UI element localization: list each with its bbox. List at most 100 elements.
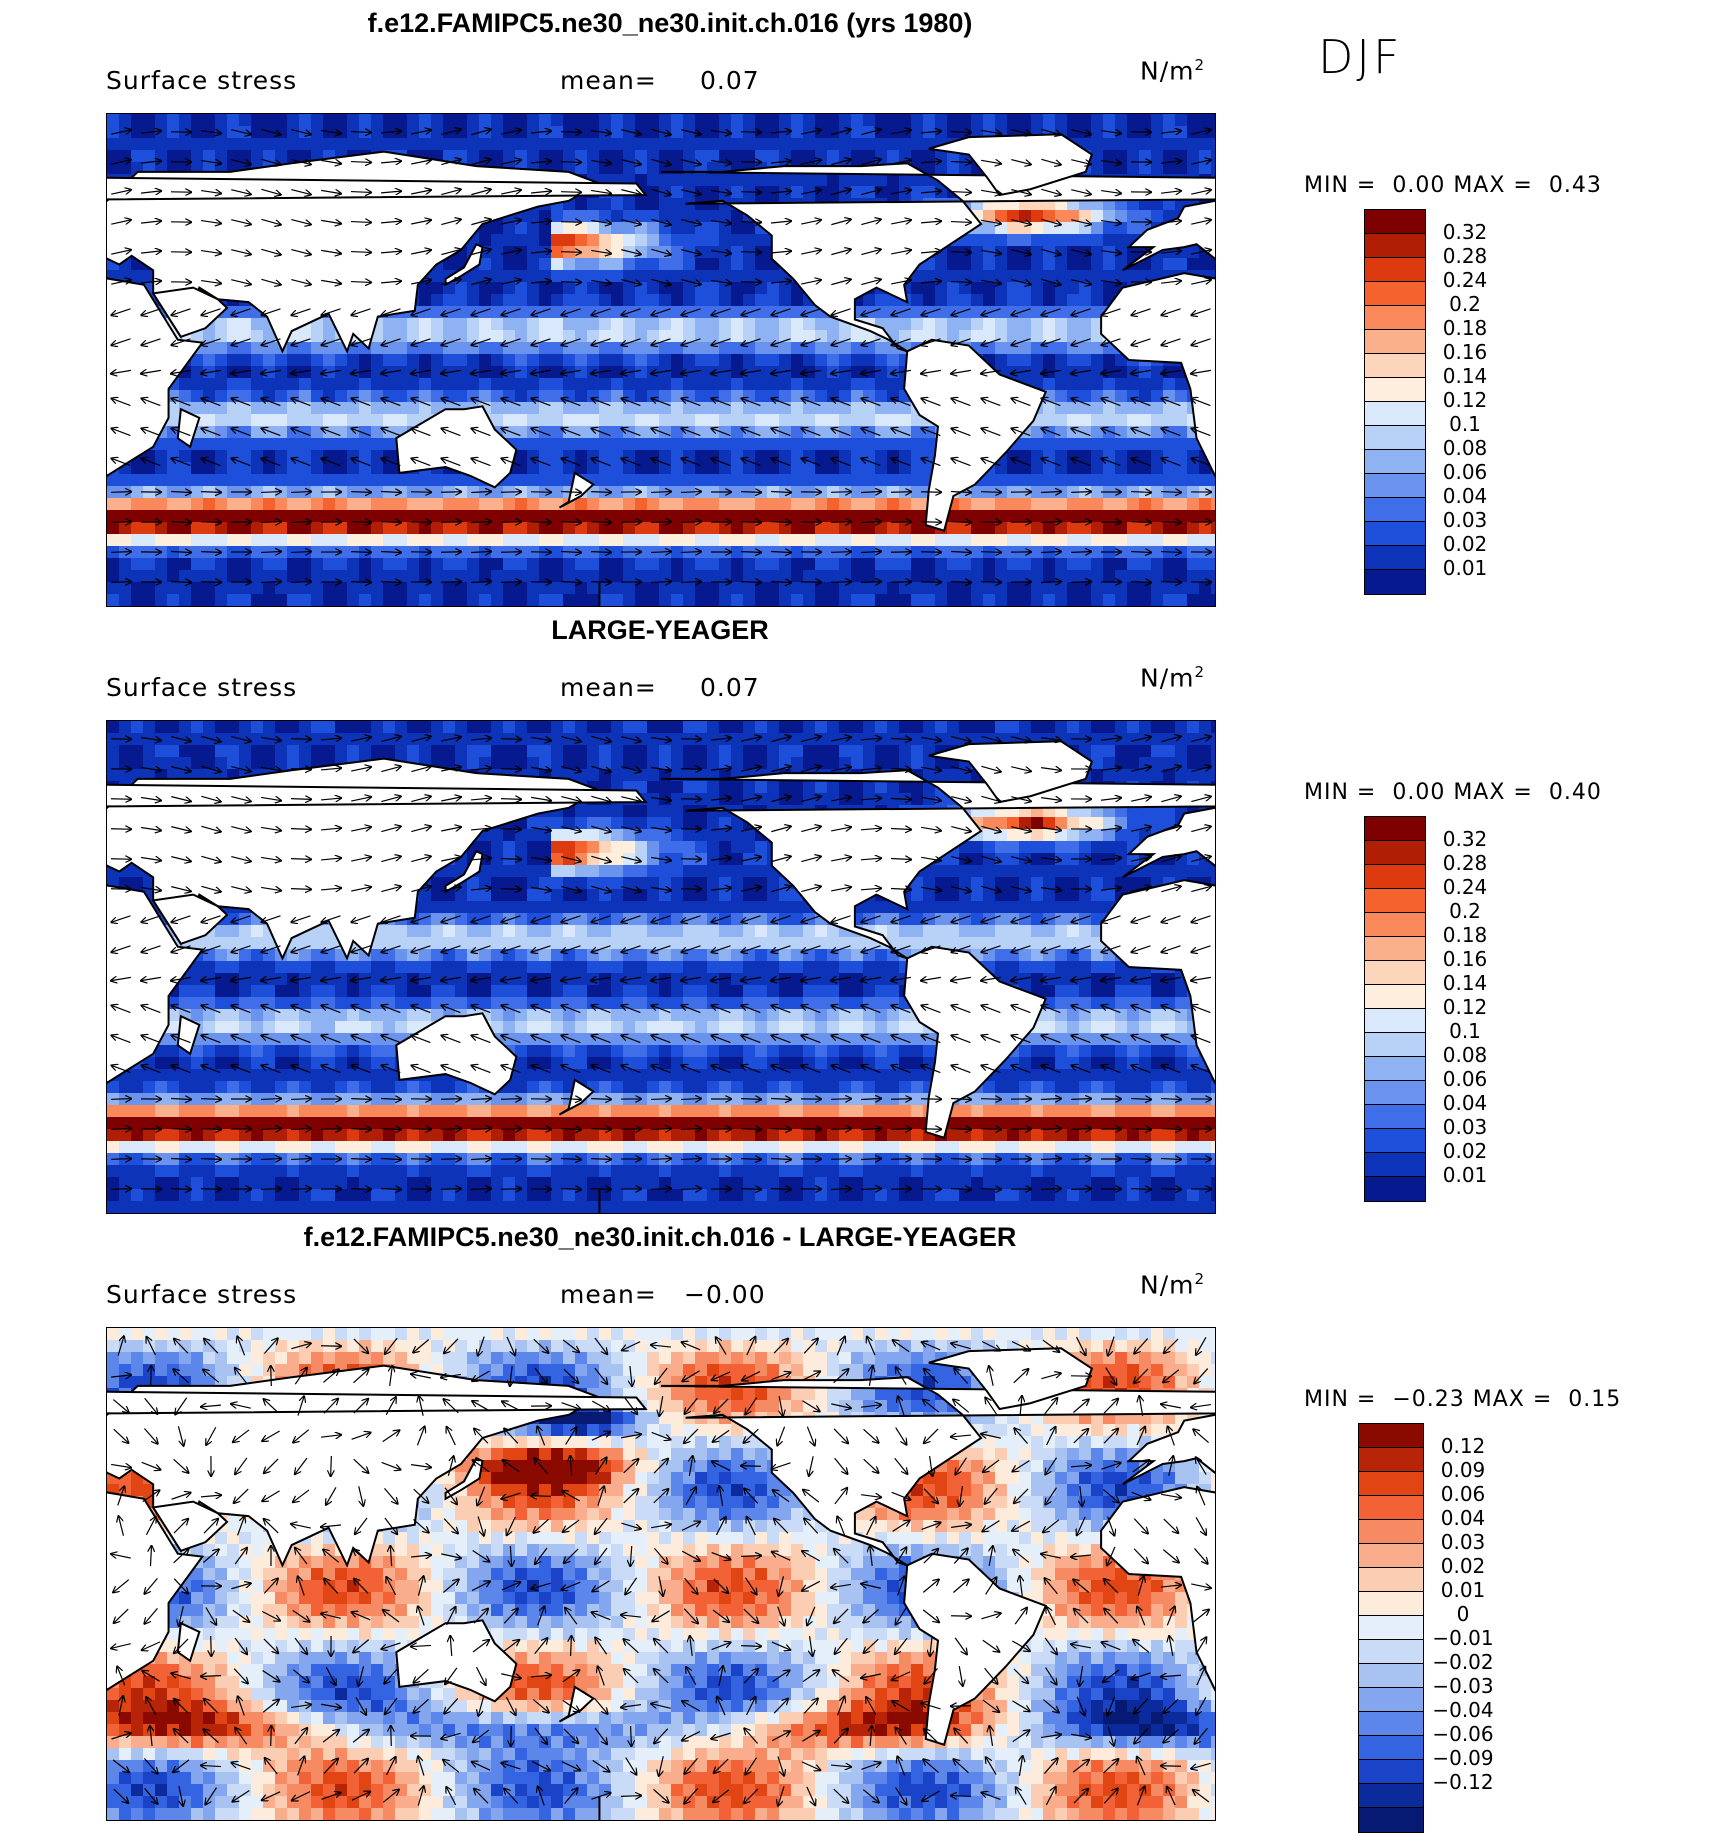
colorbar-swatch [1359, 1568, 1423, 1592]
vector-arrow [981, 1189, 1001, 1190]
vector-arrow [201, 1129, 221, 1130]
colorbar-swatch [1365, 210, 1425, 234]
vector-arrow [441, 1129, 461, 1130]
vector-arrow [591, 582, 611, 583]
vector-arrow [741, 1556, 761, 1557]
vector-arrow [561, 192, 581, 193]
vector-arrow [291, 739, 311, 740]
world-map [106, 113, 1216, 607]
colorbar-swatch [1359, 1808, 1423, 1832]
colorbar-swatch [1365, 1033, 1425, 1057]
vector-arrow [741, 492, 761, 493]
vector-arrow [981, 1129, 1001, 1130]
vector-arrow [201, 492, 221, 493]
vector-arrow [351, 1129, 371, 1130]
max-value: 0.43 [1549, 173, 1602, 198]
colorbar-tick-label: 0.02 [1430, 1139, 1500, 1163]
min-label: MIN = [1304, 173, 1376, 198]
vector-arrow [571, 1636, 572, 1656]
vector-arrow [391, 1726, 392, 1746]
vector-arrow [501, 1189, 521, 1190]
colorbar-swatch [1365, 985, 1425, 1009]
vector-arrow [831, 522, 851, 523]
colorbar-swatch [1359, 1424, 1423, 1448]
map-svg [107, 1328, 1215, 1820]
colorbar-tick-label: 0.18 [1430, 316, 1500, 340]
mean-value: −0.00 [684, 1280, 766, 1309]
vector-arrow [291, 799, 311, 800]
units-label: N/m2 [1140, 1270, 1205, 1299]
vector-arrow [681, 1129, 701, 1130]
vector-arrow [831, 492, 851, 493]
colorbar-swatch [1365, 234, 1425, 258]
colorbar-tick-label: 0.28 [1430, 244, 1500, 268]
max-value: 0.15 [1568, 1387, 1621, 1412]
colorbar-tick-label: 0 [1428, 1602, 1498, 1626]
vector-arrow [741, 1129, 761, 1130]
vector-arrow [501, 859, 521, 860]
colorbar-swatch [1365, 841, 1425, 865]
colorbar-tick-label: 0.14 [1430, 971, 1500, 995]
colorbar-swatch [1365, 913, 1425, 937]
vector-arrow [741, 1646, 761, 1647]
vector-arrow [981, 1099, 1001, 1100]
vector-arrow [501, 552, 521, 553]
vector-arrow [831, 1159, 851, 1160]
colorbar-swatch [1365, 306, 1425, 330]
colorbar-swatch [1359, 1640, 1423, 1664]
colorbar-tick-label: 0.16 [1430, 340, 1500, 364]
vector-arrow [681, 1189, 701, 1190]
vector-arrow [741, 1159, 761, 1160]
vector-arrow [621, 1796, 641, 1797]
colorbar-swatch [1365, 937, 1425, 961]
vector-arrow [1071, 522, 1091, 523]
vector-arrow [741, 1189, 761, 1190]
colorbar-tick-label: 0.16 [1430, 947, 1500, 971]
colorbar-swatch [1365, 570, 1425, 594]
vector-arrow [441, 582, 461, 583]
colorbar-tick-label: 0.12 [1430, 995, 1500, 1019]
vector-arrow [201, 552, 221, 553]
vector-arrow [561, 222, 581, 223]
panel-title: f.e12.FAMIPC5.ne30_ne30.init.ch.016 (yrs… [320, 8, 1020, 39]
vector-arrow [351, 492, 371, 493]
colorbar-swatch [1359, 1544, 1423, 1568]
colorbar-tick-label: −0.12 [1428, 1770, 1498, 1794]
min-label: MIN = [1304, 1387, 1376, 1412]
vector-arrow [631, 1726, 632, 1746]
mean-label: mean= [560, 673, 657, 702]
vector-arrow [741, 522, 761, 523]
vector-arrow [441, 1099, 461, 1100]
vector-arrow [741, 582, 761, 583]
variable-label: Surface stress [106, 66, 297, 95]
colorbar-tick-label: 0.01 [1430, 556, 1500, 580]
colorbar-swatch [1359, 1496, 1423, 1520]
colorbar-swatch [1365, 426, 1425, 450]
mean-value: 0.07 [700, 66, 760, 95]
min-value: 0.00 [1392, 780, 1445, 805]
colorbar-tick-label: 0.01 [1430, 1163, 1500, 1187]
colorbar-swatch [1365, 1153, 1425, 1177]
vector-arrow [351, 1099, 371, 1100]
vector-arrow [351, 582, 371, 583]
vector-arrow [501, 889, 521, 890]
colorbar-swatch [1359, 1736, 1423, 1760]
vector-arrow [271, 1366, 272, 1386]
world-map [106, 720, 1216, 1214]
map-svg [107, 721, 1215, 1213]
vector-arrow [681, 1099, 701, 1100]
vector-arrow [201, 1189, 221, 1190]
colorbar-tick-label: 0.2 [1430, 899, 1500, 923]
variable-label: Surface stress [106, 1280, 297, 1309]
min-value: 0.00 [1392, 173, 1445, 198]
vector-arrow [981, 1159, 1001, 1160]
colorbar-swatch [1359, 1448, 1423, 1472]
colorbar-swatch [1365, 402, 1425, 426]
min-max-readout: MIN = 0.00 MAX = 0.40 [1256, 755, 1602, 830]
max-label: MAX = [1473, 1387, 1553, 1412]
colorbar-tick-label: 0.12 [1428, 1434, 1498, 1458]
vector-arrow [501, 522, 521, 523]
vector-arrow [201, 522, 221, 523]
min-label: MIN = [1304, 780, 1376, 805]
vector-arrow [111, 522, 131, 523]
